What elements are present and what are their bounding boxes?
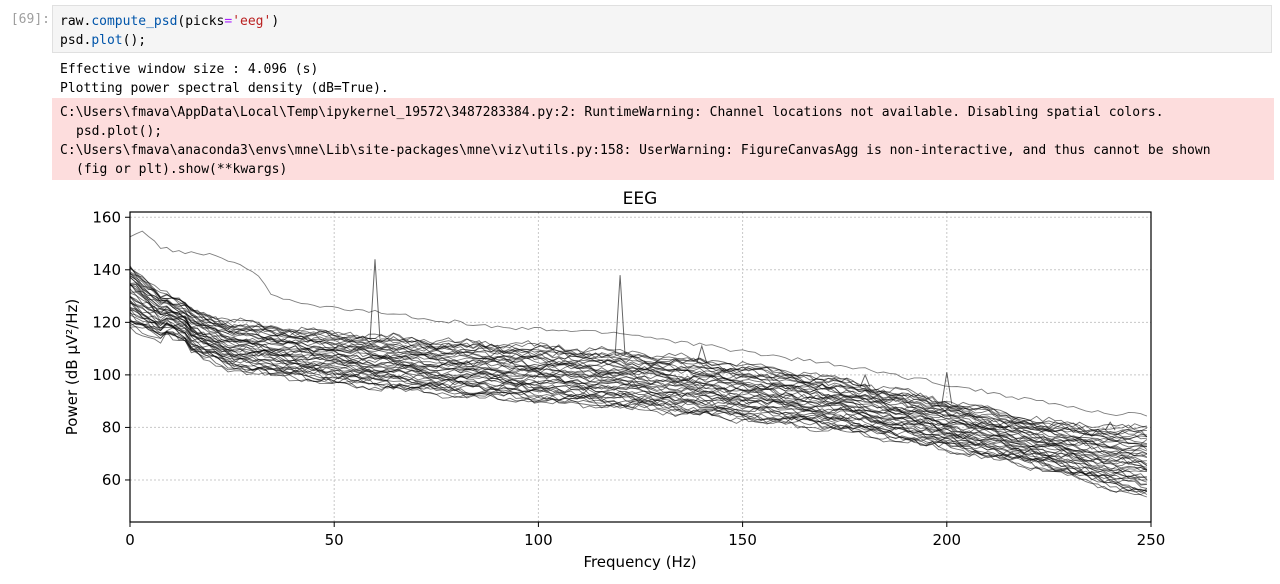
psd-channel-line bbox=[129, 318, 1147, 486]
code-cell-input[interactable]: raw.compute_psd(picks='eeg') psd.plot(); bbox=[52, 5, 1272, 53]
code-token: psd. bbox=[60, 33, 92, 48]
psd-channel-line bbox=[129, 283, 1147, 452]
stderr-output: C:\Users\fmava\AppData\Local\Temp\ipyker… bbox=[52, 98, 1274, 180]
line-noise-peak bbox=[941, 372, 953, 404]
psd-channel-line bbox=[129, 321, 1147, 492]
psd-channel-line bbox=[129, 300, 1148, 471]
psd-channel-line bbox=[129, 320, 1147, 485]
code-token-string: 'eeg' bbox=[232, 14, 272, 29]
line-noise-peak bbox=[369, 259, 381, 339]
code-token-function: compute_psd bbox=[91, 14, 178, 29]
psd-channel-line bbox=[129, 284, 1147, 448]
line-noise-peak bbox=[859, 373, 871, 388]
psd-channel-line bbox=[129, 291, 1147, 463]
y-tick-label: 80 bbox=[102, 418, 121, 436]
psd-figure: EEG 0 50 100 150 200 250 60 80 100 120 140 160 Fre… bbox=[63, 189, 1165, 571]
psd-channel-line bbox=[129, 271, 1147, 440]
axes-frame bbox=[129, 211, 1152, 523]
y-tick-label: 100 bbox=[92, 366, 121, 384]
code-line-1: raw.compute_psd(picks='eeg') bbox=[60, 12, 279, 31]
psd-channel-line bbox=[129, 267, 1147, 436]
code-line-2: psd.plot(); bbox=[60, 31, 146, 50]
psd-outlier-channel-line bbox=[129, 230, 1148, 417]
line-noise-peak bbox=[1104, 421, 1116, 431]
psd-channel-line bbox=[129, 321, 1148, 494]
y-tick-label: 60 bbox=[102, 471, 121, 489]
psd-channel-line bbox=[129, 266, 1148, 436]
warning-line: C:\Users\fmava\anaconda3\envs\mne\Lib\si… bbox=[60, 143, 1211, 158]
line-noise-peak bbox=[614, 275, 626, 355]
warning-line: C:\Users\fmava\AppData\Local\Temp\ipyker… bbox=[60, 105, 1164, 120]
grid-lines bbox=[129, 212, 1152, 522]
code-token-operator: = bbox=[224, 14, 233, 29]
x-tick-label: 200 bbox=[932, 531, 961, 549]
code-token-function: plot bbox=[91, 33, 123, 48]
warning-source-line: (fig or plt).show(**kwargs) bbox=[76, 162, 288, 177]
x-tick-label: 100 bbox=[524, 531, 553, 549]
psd-channel-line bbox=[129, 267, 1147, 430]
psd-channel-line bbox=[129, 265, 1147, 433]
code-token: ) bbox=[271, 14, 280, 29]
y-tick-label: 120 bbox=[92, 313, 121, 331]
x-axis-label: Frequency (Hz) bbox=[583, 553, 696, 571]
code-token: raw. bbox=[60, 14, 92, 29]
psd-channel-line bbox=[129, 302, 1148, 472]
line-noise-peak bbox=[696, 344, 708, 363]
x-axis: 0 50 100 150 200 250 bbox=[125, 522, 1165, 549]
code-token: (picks bbox=[177, 14, 225, 29]
y-tick-label: 140 bbox=[92, 261, 121, 279]
stdout-line: Effective window size : 4.096 (s) bbox=[60, 62, 319, 77]
psd-channel-line bbox=[129, 288, 1148, 458]
x-tick-label: 0 bbox=[125, 531, 135, 549]
y-axis-label: Power (dB µV²/Hz) bbox=[63, 299, 81, 435]
psd-channel-line bbox=[129, 307, 1148, 472]
chart-title: EEG bbox=[623, 189, 658, 209]
stdout-line: Plotting power spectral density (dB=True… bbox=[60, 81, 389, 96]
psd-traces bbox=[129, 230, 1148, 498]
psd-channel-line bbox=[129, 275, 1148, 445]
y-tick-label: 160 bbox=[92, 208, 121, 226]
x-tick-label: 150 bbox=[728, 531, 757, 549]
warning-source-line: psd.plot(); bbox=[76, 124, 163, 139]
code-token: (); bbox=[122, 33, 147, 48]
y-axis: 60 80 100 120 140 160 bbox=[92, 208, 130, 489]
x-tick-label: 50 bbox=[325, 531, 344, 549]
stdout-output: Effective window size : 4.096 (s) Plottin… bbox=[60, 60, 389, 98]
cell-prompt: [69]: bbox=[10, 12, 50, 27]
psd-channel-line bbox=[129, 296, 1148, 466]
x-tick-label: 250 bbox=[1137, 531, 1166, 549]
